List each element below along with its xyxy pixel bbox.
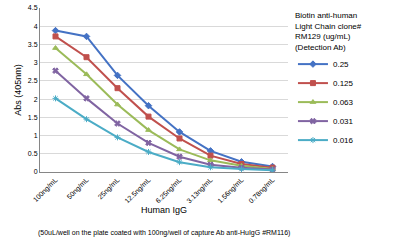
svg-text:0.016: 0.016 xyxy=(333,136,354,145)
svg-text:6.25ng/mL: 6.25ng/mL xyxy=(154,176,183,205)
svg-text:0.125: 0.125 xyxy=(333,79,354,88)
svg-text:1.5: 1.5 xyxy=(28,114,38,121)
svg-text:3.13ng/mL: 3.13ng/mL xyxy=(185,176,214,205)
svg-text:0.063: 0.063 xyxy=(333,98,354,107)
svg-text:2: 2 xyxy=(34,96,38,103)
svg-text:3.5: 3.5 xyxy=(28,41,38,48)
svg-text:12.5ng/mL: 12.5ng/mL xyxy=(123,176,152,205)
svg-text:3: 3 xyxy=(34,59,38,66)
svg-text:0.78ng/mL: 0.78ng/mL xyxy=(247,176,276,205)
svg-text:4.5: 4.5 xyxy=(28,4,38,11)
svg-text:Biotin anti-humanLight Chain c: Biotin anti-humanLight Chain clone#RM129… xyxy=(295,11,362,51)
svg-text:4: 4 xyxy=(34,23,38,30)
svg-text:50ng/mL: 50ng/mL xyxy=(65,176,90,201)
svg-text:1: 1 xyxy=(34,132,38,139)
svg-text:100ng/mL: 100ng/mL xyxy=(32,176,60,204)
svg-text:0: 0 xyxy=(34,168,38,175)
svg-text:0.5: 0.5 xyxy=(28,150,38,157)
svg-text:0.25: 0.25 xyxy=(333,60,349,69)
svg-text:0.031: 0.031 xyxy=(333,117,354,126)
svg-text:(50uL/well on the plate coated: (50uL/well on the plate coated with 100n… xyxy=(38,229,290,237)
svg-text:2.5: 2.5 xyxy=(28,77,38,84)
svg-text:Human IgG: Human IgG xyxy=(141,205,187,215)
svg-text:1.56ng/mL: 1.56ng/mL xyxy=(216,176,245,205)
svg-text:Abs (405nm): Abs (405nm) xyxy=(13,64,23,116)
svg-text:25ng/mL: 25ng/mL xyxy=(96,176,121,201)
